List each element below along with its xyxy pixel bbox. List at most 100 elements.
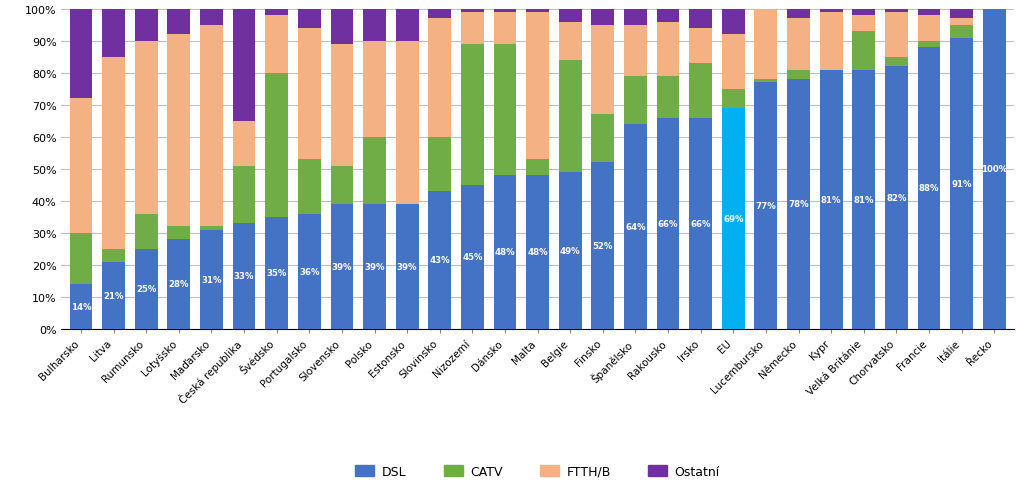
Text: 81%: 81%	[853, 195, 874, 204]
Bar	[559, 22, 582, 61]
Text: 81%: 81%	[821, 195, 842, 204]
Bar	[787, 80, 810, 329]
Text: 14%: 14%	[71, 302, 91, 311]
Bar	[852, 16, 876, 32]
Bar	[168, 35, 190, 227]
Text: 78%: 78%	[788, 200, 809, 209]
Bar	[265, 16, 288, 74]
Text: 82%: 82%	[886, 194, 906, 203]
Text: 77%: 77%	[756, 202, 776, 211]
Bar	[852, 32, 876, 70]
Bar	[722, 10, 744, 35]
Bar	[624, 77, 647, 125]
Bar	[265, 10, 288, 16]
Text: 49%: 49%	[560, 246, 581, 256]
Bar	[298, 29, 321, 160]
Text: 39%: 39%	[365, 262, 385, 272]
Bar	[135, 249, 158, 329]
Bar	[787, 19, 810, 70]
Bar	[70, 285, 92, 329]
Bar	[135, 214, 158, 249]
Bar	[135, 10, 158, 42]
Bar	[395, 10, 419, 42]
Bar	[592, 115, 614, 163]
Legend: DSL, CATV, FTTH/B, Ostatní: DSL, CATV, FTTH/B, Ostatní	[350, 460, 725, 483]
Bar	[819, 70, 843, 329]
Bar	[592, 26, 614, 115]
Bar	[135, 42, 158, 214]
Bar	[526, 176, 549, 329]
Bar	[70, 10, 92, 99]
Bar	[656, 22, 680, 77]
Bar	[722, 35, 744, 90]
Text: 39%: 39%	[332, 262, 352, 272]
Bar	[950, 38, 973, 329]
Text: 31%: 31%	[201, 275, 222, 284]
Text: 69%: 69%	[723, 214, 743, 224]
Bar	[559, 173, 582, 329]
Bar	[331, 166, 353, 205]
Bar	[526, 10, 549, 13]
Bar	[592, 10, 614, 26]
Bar	[494, 176, 516, 329]
Bar	[428, 137, 452, 192]
Bar	[787, 70, 810, 80]
Bar	[494, 13, 516, 45]
Bar	[689, 118, 712, 329]
Text: 28%: 28%	[169, 280, 189, 289]
Bar	[102, 10, 125, 58]
Bar	[461, 13, 483, 45]
Bar	[559, 10, 582, 22]
Text: 33%: 33%	[233, 272, 254, 281]
Bar	[200, 26, 223, 227]
Text: 48%: 48%	[495, 248, 515, 257]
Text: 91%: 91%	[951, 179, 972, 188]
Bar	[461, 10, 483, 13]
Text: 52%: 52%	[593, 242, 613, 251]
Bar	[689, 10, 712, 29]
Bar	[755, 83, 777, 329]
Bar	[364, 10, 386, 42]
Bar	[852, 70, 876, 329]
Bar	[461, 185, 483, 329]
Bar	[70, 233, 92, 285]
Text: 35%: 35%	[266, 269, 287, 278]
Bar	[428, 19, 452, 137]
Bar	[983, 10, 1006, 329]
Bar	[755, 80, 777, 83]
Text: 48%: 48%	[527, 248, 548, 257]
Bar	[232, 166, 256, 224]
Bar	[298, 10, 321, 29]
Bar	[526, 13, 549, 160]
Bar	[364, 205, 386, 329]
Bar	[494, 10, 516, 13]
Bar	[559, 61, 582, 173]
Bar	[232, 10, 256, 121]
Bar	[395, 205, 419, 329]
Bar	[395, 42, 419, 205]
Bar	[689, 29, 712, 64]
Bar	[265, 74, 288, 217]
Bar	[265, 217, 288, 329]
Bar	[885, 13, 907, 58]
Bar	[656, 77, 680, 118]
Bar	[200, 227, 223, 230]
Text: 36%: 36%	[299, 267, 319, 276]
Bar	[656, 10, 680, 22]
Text: 66%: 66%	[690, 219, 711, 228]
Bar	[428, 192, 452, 329]
Bar	[70, 99, 92, 233]
Bar	[298, 214, 321, 329]
Bar	[918, 10, 940, 16]
Text: 66%: 66%	[657, 219, 678, 228]
Bar	[461, 45, 483, 185]
Bar	[298, 160, 321, 214]
Bar	[950, 19, 973, 26]
Bar	[592, 163, 614, 329]
Bar	[168, 240, 190, 329]
Bar	[364, 42, 386, 137]
Bar	[364, 137, 386, 205]
Bar	[331, 205, 353, 329]
Bar	[428, 10, 452, 19]
Bar	[722, 90, 744, 109]
